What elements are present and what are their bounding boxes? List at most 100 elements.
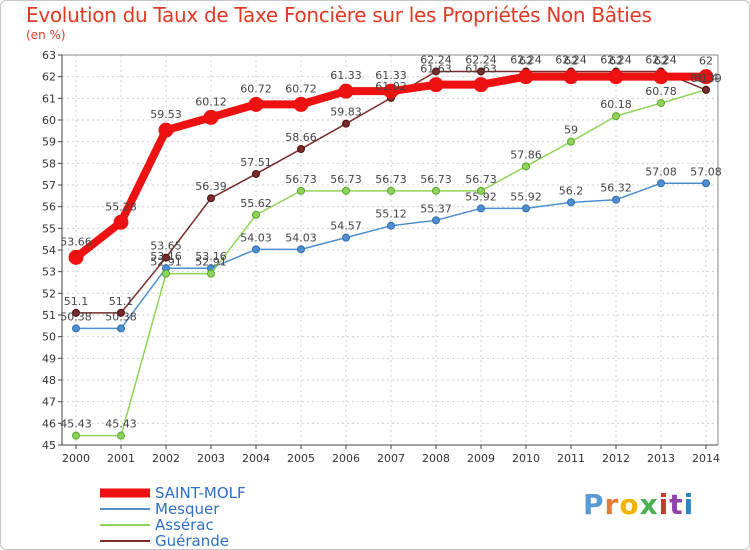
point-ass-rac bbox=[117, 431, 125, 440]
point-saint-molf bbox=[158, 122, 174, 138]
data-label-gu-rande: 51.1 bbox=[64, 295, 89, 308]
data-label-saint-molf: 61.63 bbox=[420, 63, 452, 76]
data-label-gu-rande: 51.1 bbox=[109, 295, 134, 308]
y-tick-label: 59 bbox=[42, 136, 56, 149]
legend-label-mesquer: Mesquer bbox=[155, 500, 220, 518]
data-label-gu-rande: 56.39 bbox=[195, 180, 227, 193]
x-tick-label: 2004 bbox=[242, 452, 270, 465]
chart-title: Evolution du Taux de Taxe Foncière sur l… bbox=[26, 3, 652, 27]
point-saint-molf bbox=[203, 109, 219, 125]
point-gu-rande bbox=[342, 119, 350, 128]
data-label-gu-rande: 58.66 bbox=[285, 131, 317, 144]
point-saint-molf bbox=[68, 249, 84, 265]
x-tick-label: 2009 bbox=[467, 452, 495, 465]
point-gu-rande bbox=[702, 85, 710, 94]
data-label-mesquer: 55.92 bbox=[465, 190, 497, 203]
data-label-ass-rac: 59 bbox=[564, 124, 578, 137]
data-label-ass-rac: 56.73 bbox=[285, 173, 317, 186]
data-label-ass-rac: 60.78 bbox=[645, 85, 677, 98]
data-label-mesquer: 53.16 bbox=[195, 250, 227, 263]
data-label-saint-molf: 60.72 bbox=[240, 82, 272, 95]
data-label-mesquer: 57.08 bbox=[690, 165, 722, 178]
data-label-saint-molf: 60.12 bbox=[195, 95, 227, 108]
point-gu-rande bbox=[72, 308, 80, 317]
point-saint-molf bbox=[698, 69, 714, 85]
x-tick-label: 2001 bbox=[107, 452, 135, 465]
y-tick-label: 49 bbox=[42, 352, 56, 365]
x-tick-label: 2014 bbox=[692, 452, 720, 465]
data-label-mesquer: 55.92 bbox=[510, 190, 542, 203]
proxiti-logo: Proxiti bbox=[583, 488, 695, 521]
point-ass-rac bbox=[207, 269, 215, 278]
point-ass-rac bbox=[567, 137, 575, 146]
data-label-saint-molf: 55.28 bbox=[105, 200, 137, 213]
y-tick-label: 62 bbox=[42, 71, 56, 84]
point-ass-rac bbox=[252, 210, 260, 219]
point-saint-molf bbox=[473, 77, 489, 93]
point-mesquer bbox=[387, 221, 395, 230]
point-saint-molf bbox=[248, 96, 264, 112]
data-label-mesquer: 50.38 bbox=[60, 310, 92, 323]
y-tick-label: 50 bbox=[42, 331, 56, 344]
point-saint-molf bbox=[293, 96, 309, 112]
point-ass-rac bbox=[297, 186, 305, 195]
point-ass-rac bbox=[342, 186, 350, 195]
point-gu-rande bbox=[207, 194, 215, 203]
point-gu-rande bbox=[477, 67, 485, 76]
y-tick-label: 54 bbox=[42, 244, 56, 257]
data-label-saint-molf: 62 bbox=[564, 55, 578, 68]
data-label-mesquer: 53.16 bbox=[150, 250, 182, 263]
data-label-ass-rac: 60.18 bbox=[600, 98, 632, 111]
point-saint-molf bbox=[113, 214, 129, 230]
y-tick-label: 60 bbox=[42, 114, 56, 127]
data-label-gu-rande: 62.24 bbox=[555, 53, 587, 66]
point-saint-molf bbox=[608, 69, 624, 85]
point-gu-rande bbox=[252, 169, 260, 178]
point-gu-rande bbox=[117, 308, 125, 317]
x-tick-label: 2011 bbox=[557, 452, 585, 465]
data-label-ass-rac: 56.73 bbox=[420, 173, 452, 186]
data-label-mesquer: 54.03 bbox=[240, 231, 272, 244]
x-tick-label: 2010 bbox=[512, 452, 540, 465]
point-saint-molf bbox=[518, 69, 534, 85]
x-tick-label: 2003 bbox=[197, 452, 225, 465]
point-gu-rande bbox=[432, 67, 440, 76]
point-saint-molf bbox=[383, 83, 399, 99]
point-saint-molf bbox=[338, 83, 354, 99]
data-label-mesquer: 56.32 bbox=[600, 182, 632, 195]
point-mesquer bbox=[432, 216, 440, 225]
point-ass-rac bbox=[657, 99, 665, 108]
data-label-saint-molf: 59.53 bbox=[150, 108, 182, 121]
data-label-mesquer: 50.38 bbox=[105, 310, 137, 323]
data-label-gu-rande: 53.65 bbox=[150, 240, 182, 253]
data-label-ass-rac: 55.62 bbox=[240, 197, 272, 210]
data-label-ass-rac: 61.4 bbox=[694, 72, 719, 85]
point-mesquer bbox=[342, 233, 350, 242]
point-mesquer bbox=[477, 204, 485, 213]
point-gu-rande bbox=[162, 253, 170, 262]
data-label-ass-rac: 45.43 bbox=[60, 418, 92, 431]
y-tick-label: 53 bbox=[42, 266, 56, 279]
data-label-gu-rande: 62.24 bbox=[510, 53, 542, 66]
y-tick-label: 52 bbox=[42, 287, 56, 300]
point-ass-rac bbox=[72, 431, 80, 440]
data-label-ass-rac: 56.73 bbox=[375, 173, 407, 186]
data-label-mesquer: 55.37 bbox=[420, 202, 452, 215]
x-tick-label: 2008 bbox=[422, 452, 450, 465]
data-label-ass-rac: 57.86 bbox=[510, 148, 542, 161]
data-label-gu-rande: 62.24 bbox=[600, 53, 632, 66]
legend-label-ass-rac: Assérac bbox=[155, 516, 214, 534]
point-mesquer bbox=[297, 245, 305, 254]
point-ass-rac bbox=[432, 186, 440, 195]
data-label-mesquer: 54.03 bbox=[285, 231, 317, 244]
data-label-ass-rac: 52.91 bbox=[150, 256, 182, 269]
data-label-gu-rande: 59.83 bbox=[330, 106, 362, 119]
data-label-saint-molf: 61.63 bbox=[465, 63, 497, 76]
data-label-saint-molf: 62 bbox=[609, 55, 623, 68]
point-mesquer bbox=[72, 324, 80, 333]
x-tick-label: 2012 bbox=[602, 452, 630, 465]
point-ass-rac bbox=[162, 269, 170, 278]
point-saint-molf bbox=[428, 77, 444, 93]
point-mesquer bbox=[252, 245, 260, 254]
